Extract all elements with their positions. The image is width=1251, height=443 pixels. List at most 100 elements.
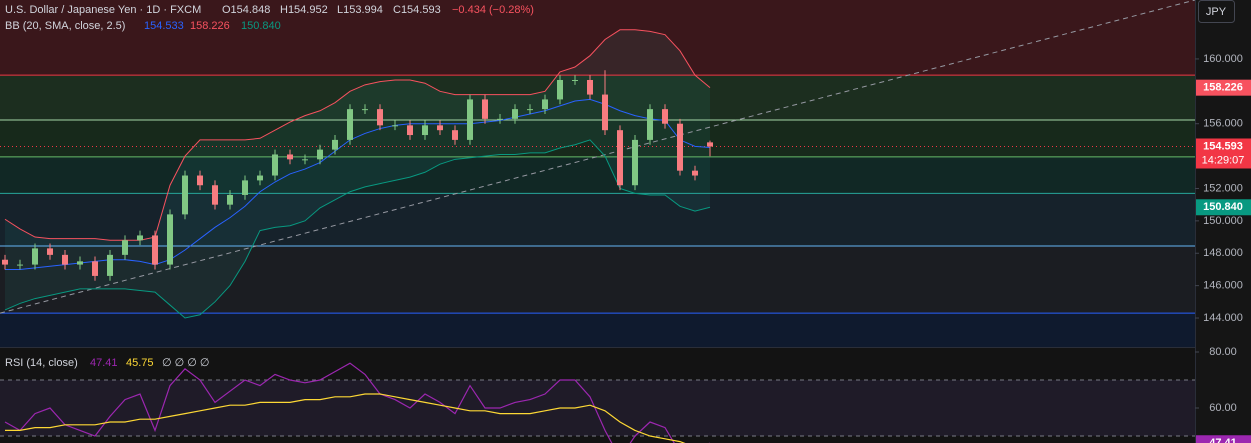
- candle-body: [497, 118, 503, 120]
- y-tick-label: 144.000: [1203, 312, 1243, 324]
- rsi-line: [5, 393, 686, 443]
- price-tag: [1196, 199, 1251, 216]
- band-line: [4, 139, 711, 319]
- candle-body: [632, 139, 638, 186]
- candle-body: [557, 79, 563, 100]
- price-tag: [1196, 79, 1251, 96]
- trend-line: [0, 0, 1195, 314]
- rsi-pane: [0, 362, 1195, 443]
- symbol-title: U.S. Dollar / Japanese Yen · 1D · FXCM: [5, 4, 201, 16]
- rsi-extra: ∅ ∅ ∅ ∅: [162, 357, 210, 369]
- candle-body: [437, 125, 443, 131]
- candle-body: [617, 130, 623, 186]
- axis-background: [1195, 0, 1251, 443]
- candle-body: [302, 159, 308, 161]
- candle-body: [377, 109, 383, 126]
- y-tick-label: 146.000: [1203, 280, 1243, 292]
- candle-body: [572, 79, 578, 81]
- legend-value: 150.840: [241, 20, 281, 32]
- zone: [0, 75, 1195, 120]
- zone: [0, 0, 1195, 76]
- candle-body: [347, 109, 353, 140]
- candle-body: [107, 254, 113, 276]
- price-tag: [1196, 435, 1251, 443]
- rsi-line: [4, 362, 710, 443]
- candle-body: [17, 264, 23, 266]
- zone: [0, 193, 1195, 246]
- candle-body: [122, 240, 128, 255]
- currency-button[interactable]: [1198, 0, 1235, 23]
- candle-body: [167, 214, 173, 265]
- legend-value: 47.41: [90, 357, 118, 369]
- candle-body: [32, 248, 38, 265]
- price-tag-label: 154.593: [1203, 140, 1243, 152]
- candle-body: [137, 235, 143, 241]
- candle-body: [587, 79, 593, 95]
- legend-value: 154.533: [144, 20, 184, 32]
- overlay: U.S. Dollar / Japanese Yen · 1D · FXCM O…: [5, 0, 1235, 369]
- y-tick-label: 156.000: [1203, 118, 1243, 130]
- legend-value: 45.75: [126, 357, 154, 369]
- y-tick-label: 148.000: [1203, 247, 1243, 259]
- candle-body: [332, 139, 338, 150]
- candle-body: [452, 130, 458, 140]
- legend-value: 158.226: [190, 20, 230, 32]
- y-tick-label: 150.000: [1203, 215, 1243, 227]
- candle-body: [2, 259, 8, 265]
- price-tag-label: 47.41: [1209, 437, 1237, 443]
- y-tick-label: 60.00: [1209, 402, 1237, 414]
- band-line: [5, 98, 711, 270]
- zone: [0, 313, 1195, 347]
- candle-body: [257, 175, 263, 181]
- ohlc-low: L153.994: [337, 4, 383, 16]
- y-tick-label: 152.000: [1203, 182, 1243, 194]
- candle-body: [77, 261, 83, 265]
- candle-body: [197, 175, 203, 186]
- candle-body: [542, 99, 548, 110]
- indicator-name: BB (20, SMA, close, 2.5): [5, 20, 125, 32]
- candle-body: [482, 99, 488, 119]
- candle-body: [647, 109, 653, 140]
- ohlc-high: H154.952: [280, 4, 328, 16]
- candle-body: [242, 180, 248, 195]
- zone: [0, 245, 1195, 314]
- candle-body: [212, 185, 218, 205]
- candle-body: [602, 94, 608, 131]
- candle-body: [317, 149, 323, 160]
- candle-body: [47, 248, 53, 255]
- price-tag-label: 158.226: [1203, 82, 1243, 94]
- price-tag-label: 150.840: [1203, 201, 1243, 213]
- price-tag: [1196, 138, 1251, 169]
- change: −0.434 (−0.28%): [452, 4, 534, 16]
- candle-body: [182, 175, 188, 215]
- candle-body: [227, 194, 233, 205]
- candle-body: [272, 154, 278, 176]
- candle-body: [662, 109, 668, 124]
- currency-label[interactable]: JPY: [1206, 6, 1227, 18]
- candle-body: [422, 125, 428, 136]
- candle-body: [92, 261, 98, 276]
- ohlc-open: O154.848: [222, 4, 270, 16]
- candle-body: [512, 109, 518, 119]
- price-axis: 144.000 146.000 148.000 150.000 152.000 156.0…: [1195, 0, 1251, 443]
- candle-body: [287, 154, 293, 160]
- y-tick-label: 80.00: [1209, 346, 1237, 358]
- zone: [0, 156, 1195, 194]
- candle-body: [62, 254, 68, 265]
- y-tick-label: 160.000: [1203, 53, 1243, 65]
- candle-body: [677, 123, 683, 171]
- candle-body: [362, 109, 368, 111]
- candle-body: [707, 142, 713, 147]
- countdown: 14:29:07: [1202, 154, 1245, 166]
- zone: [0, 119, 1195, 157]
- rsi-title: RSI (14, close): [5, 357, 78, 369]
- candle-body: [527, 109, 533, 111]
- ohlc-close: C154.593: [393, 4, 441, 16]
- candle-body: [692, 170, 698, 176]
- candle-body: [407, 125, 413, 136]
- candle-body: [467, 99, 473, 140]
- price-pane: [0, 0, 1195, 347]
- candle-body: [392, 125, 398, 127]
- candle-body: [152, 235, 158, 265]
